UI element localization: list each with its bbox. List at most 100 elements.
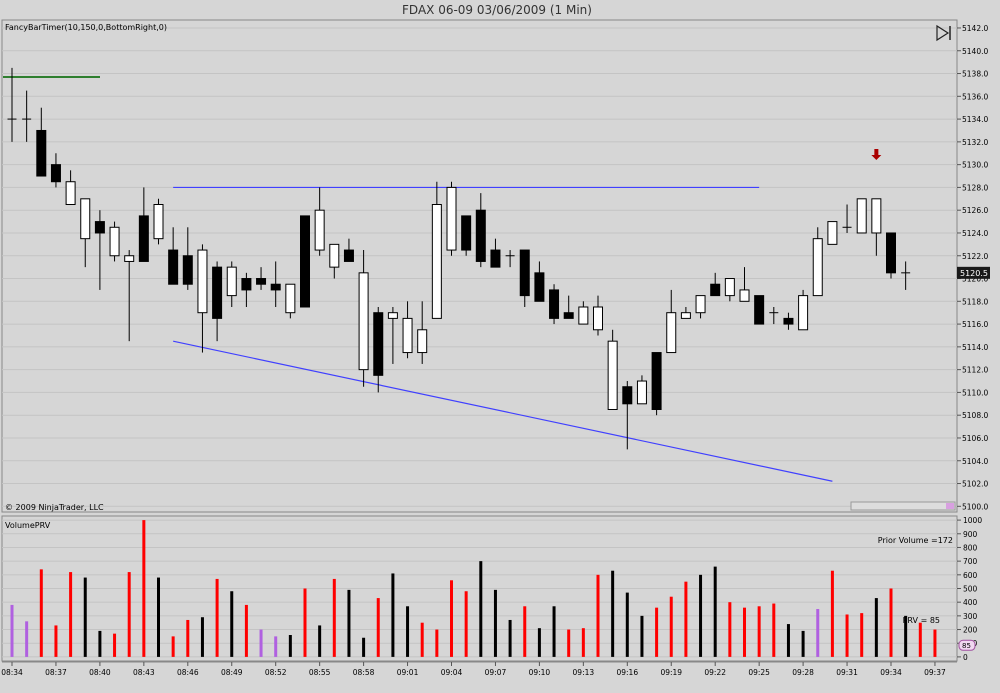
candle [461,215,472,256]
time-tick-label: 09:31 [836,668,858,677]
volume-bar [142,520,146,657]
candle-body [695,295,706,314]
candle-body [739,289,750,302]
copyright-label: © 2009 NinjaTrader, LLC [5,503,104,512]
candle [505,250,515,268]
candle-body [856,198,867,234]
candle [109,221,120,262]
last-price-label: 5120.5 [960,269,988,278]
candle [534,261,545,302]
candle-body [534,272,545,302]
candle [636,375,647,405]
candle [901,261,911,290]
price-tick-label: 5138.0 [962,70,988,79]
time-tick-label: 09:10 [529,668,551,677]
candle-body [563,312,574,319]
candle-body [153,204,164,240]
candle [50,153,61,188]
candle [475,193,486,268]
volume-bar [347,589,351,657]
support-line[interactable] [173,340,833,482]
candle [270,261,281,307]
annotation-lines [3,75,833,482]
volume-bar [816,609,820,657]
candle [856,198,867,234]
price-tick-label: 5124.0 [962,229,988,238]
volume-bar [581,628,585,657]
volume-bar [54,625,58,657]
price-panel-border [1,19,958,513]
volume-bar [127,572,131,657]
volume-tick-label: 900 [963,530,978,539]
candle [769,307,779,325]
candle [710,272,721,297]
volume-bar [113,633,117,657]
candle-body [724,278,735,297]
time-tick-label: 08:40 [89,668,111,677]
candle-body [827,221,838,245]
candle-body [50,164,61,183]
volume-tick-label: 0 [963,653,968,662]
volume-bar [596,574,600,657]
candle [695,295,706,319]
volume-bar [801,630,805,657]
chart-title: FDAX 06-09 03/06/2009 (1 Min) [402,3,592,17]
candle [680,307,691,319]
volume-tick-label: 600 [963,571,978,580]
volume-bar [362,637,366,657]
candle [593,295,603,336]
price-tick-label: 5116.0 [962,320,988,329]
time-tick-label: 09:07 [485,668,507,677]
volume-tick-label: 700 [963,557,978,566]
volume-bar [244,604,248,657]
candle-body [182,255,193,285]
volume-bar [567,629,571,657]
volume-bar [845,614,849,657]
candle [226,261,237,307]
volume-bar [420,622,424,657]
volume-bar [450,580,453,657]
bar-timer-fill [946,503,954,509]
volume-bar [274,636,278,657]
candle-body [65,181,76,206]
volume-bar [508,619,512,657]
volume-tick-label: 800 [963,543,978,552]
volume-bar [874,598,878,657]
volume-bar [303,588,307,657]
price-panel: 5100.0 5102.0 5104.0 5106.0 5108.0 5110.0 5112… [1,19,990,513]
volume-bar [889,588,893,657]
candle [549,284,560,325]
volume-bar [332,578,336,657]
volume-bar [655,607,659,657]
last-price-marker: 5120.5 [957,266,990,279]
jump-to-end-icon[interactable] [936,24,951,42]
time-tick-label: 09:19 [660,668,682,677]
candle-body [431,204,442,319]
candle-body [798,295,809,331]
time-tick-label: 08:34 [1,668,23,677]
volume-bar [391,573,395,657]
candle-body [300,215,310,308]
candle-body [417,329,428,354]
candle [754,295,765,325]
candle [7,67,17,142]
time-axis: 08:34 08:37 08:40 08:43 08:46 08:49 08:52 08:55… [1,661,957,677]
candle [182,227,193,290]
candle [666,289,677,354]
candle [22,90,32,142]
volume-bar [786,624,790,657]
candle-body [754,295,765,325]
candle-body [358,272,369,371]
candle [812,227,823,297]
volume-bar [200,617,204,657]
candle [519,249,530,307]
candle-body [168,249,179,285]
candle [241,272,252,307]
candle-body [212,266,223,319]
volume-axis: 01002003004005006007008009001000 [957,516,982,662]
price-tick-label: 5104.0 [962,457,988,466]
volume-bar [288,635,292,657]
candle [871,198,882,256]
candle [168,227,179,285]
candle [36,107,47,177]
